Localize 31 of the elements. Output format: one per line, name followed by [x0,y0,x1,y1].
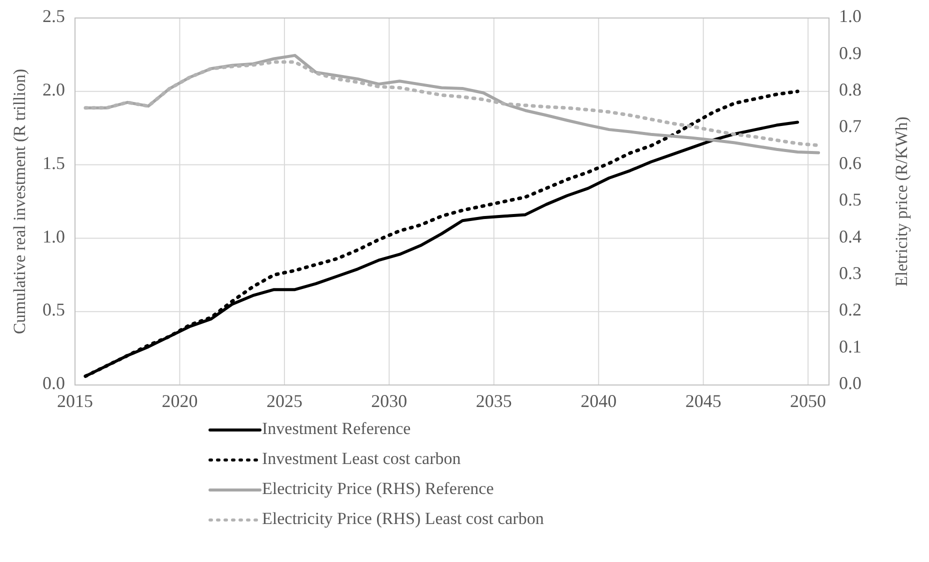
y2-tick-label: 0.6 [839,152,862,173]
x-tick-label: 2050 [790,391,826,411]
legend-label: Investment Reference [262,418,411,438]
y2-tick-label: 1.0 [839,6,862,26]
y2-tick-label: 0.0 [839,373,862,394]
y2-axis-title: Eletricity price (R/KWh) [892,116,911,286]
y2-tick-label: 0.8 [839,80,862,100]
y2-tick-label: 0.2 [839,300,862,320]
legend-label: Investment Least cost carbon [262,448,462,468]
y2-tick-label: 0.3 [839,263,862,284]
y2-tick-label: 0.9 [839,42,862,63]
x-tick-label: 2015 [57,391,93,411]
y-tick-label: 1.5 [42,152,65,173]
x-tick-label: 2040 [580,391,617,411]
y-axis-title: Cumulative real investment (R trillion) [10,68,29,334]
x-tick-label: 2030 [371,391,408,411]
y2-tick-label: 0.5 [839,190,862,210]
y-tick-label: 0.5 [42,300,65,320]
y-tick-label: 1.0 [42,226,65,246]
legend-label: Electricity Price (RHS) Least cost carbon [262,508,544,528]
x-tick-label: 2045 [685,391,722,411]
x-tick-label: 2020 [162,391,198,411]
y-tick-label: 0.0 [42,373,65,394]
y-tick-label: 2.0 [42,80,65,100]
y2-tick-label: 0.4 [839,226,862,246]
y-tick-label: 2.5 [42,6,65,26]
y2-tick-label: 0.1 [839,336,862,356]
legend-label: Electricity Price (RHS) Reference [262,478,494,498]
x-tick-label: 2025 [266,391,302,411]
x-tick-label: 2035 [476,391,512,411]
y2-tick-label: 0.7 [839,116,862,136]
